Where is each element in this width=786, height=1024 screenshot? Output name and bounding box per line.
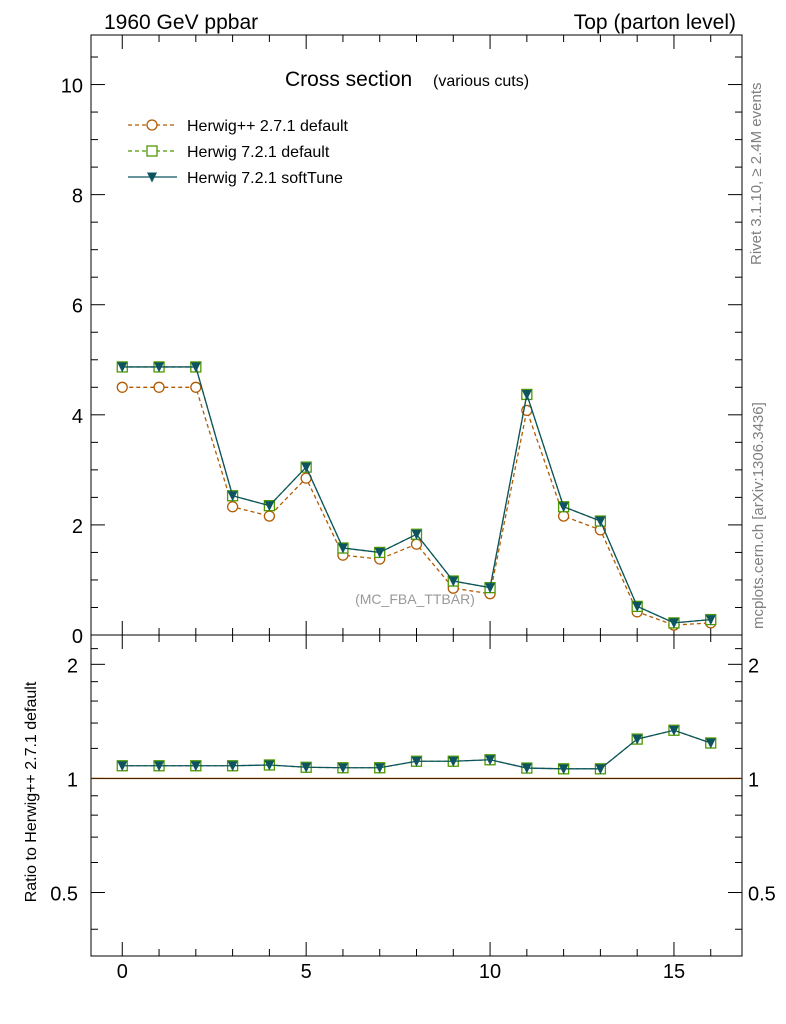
data-point-triangle <box>558 764 569 775</box>
rivet-version-label: Rivet 3.1.10, ≥ 2.4M events <box>748 83 765 266</box>
legend-label: Herwig 7.2.1 default <box>187 144 330 161</box>
analysis-watermark: (MC_FBA_TTBAR) <box>355 591 475 607</box>
ratio-plot-frame <box>90 634 743 957</box>
data-point-triangle <box>632 734 643 745</box>
main-axis-ticks: 0 2 4 6 8 10 <box>61 35 742 648</box>
data-point-triangle <box>154 761 165 772</box>
data-point-triangle <box>374 763 385 774</box>
series-line <box>122 366 711 624</box>
data-point-triangle <box>147 172 157 183</box>
x-tick-label: 5 <box>301 961 312 983</box>
mcplots-reference-label: mcplots.cern.ch [arXiv:1306.3436] <box>750 402 767 629</box>
data-point-triangle <box>337 763 348 774</box>
x-tick-label: 15 <box>663 961 685 983</box>
data-point-triangle <box>668 618 679 629</box>
data-point-circle <box>410 538 423 550</box>
data-point-triangle <box>595 516 606 527</box>
ratio-y-tick-label-right: 1 <box>748 769 759 791</box>
data-point-triangle <box>264 501 275 512</box>
energy-label: 1960 GeV ppbar <box>104 11 258 34</box>
x-tick-label: 0 <box>117 961 128 983</box>
data-point-circle <box>226 501 239 513</box>
series-line <box>122 366 711 624</box>
data-point-circle <box>190 381 202 393</box>
data-point-triangle <box>448 756 459 767</box>
data-point-triangle <box>595 764 606 775</box>
series-line <box>122 386 711 626</box>
ratio-y-tick-label-right: 0.5 <box>748 884 776 906</box>
ratio-axis-ticks: 0.5 0.5 1 1 2 2 0 5 10 15 <box>50 635 776 983</box>
data-point-triangle <box>668 725 679 736</box>
y-tick-label: 2 <box>72 516 83 538</box>
data-point-triangle <box>705 615 716 626</box>
y-tick-label: 10 <box>61 76 83 98</box>
data-point-circle <box>146 119 158 131</box>
data-point-triangle <box>227 491 238 502</box>
y-tick-label: 4 <box>72 406 83 428</box>
ratio-y-tick-label-left: 1 <box>67 769 78 791</box>
ratio-y-tick-label-right: 2 <box>748 655 759 677</box>
main-series-layer <box>116 361 717 631</box>
data-point-triangle <box>485 583 496 594</box>
data-point-circle <box>153 381 165 393</box>
x-tick-label: 10 <box>479 961 501 983</box>
data-point-square <box>146 145 158 157</box>
data-point-triangle <box>485 755 496 766</box>
data-point-triangle <box>190 362 201 373</box>
data-point-triangle <box>227 761 238 772</box>
y-tick-label: 8 <box>72 186 83 208</box>
ratio-y-tick-label-left: 2 <box>67 655 78 677</box>
data-point-circle <box>263 510 276 522</box>
data-point-triangle <box>448 576 459 587</box>
y-tick-label: 0 <box>72 626 83 648</box>
data-point-triangle <box>705 738 716 749</box>
data-point-triangle <box>301 462 312 473</box>
data-point-triangle <box>558 502 569 513</box>
data-point-triangle <box>632 601 643 612</box>
data-point-triangle <box>154 362 165 373</box>
legend-label: Herwig 7.2.1 softTune <box>187 170 343 187</box>
legend: Herwig++ 2.7.1 default Herwig 7.2.1 defau… <box>128 118 349 187</box>
data-point-triangle <box>374 547 385 558</box>
ratio-y-axis-label: Ratio to Herwig++ 2.7.1 default <box>23 681 40 902</box>
data-point-triangle <box>521 763 532 774</box>
data-point-triangle <box>190 761 201 772</box>
data-point-triangle <box>301 762 312 773</box>
data-point-triangle <box>521 389 532 400</box>
ratio-series-layer <box>91 724 742 780</box>
plot-subtitle: (various cuts) <box>433 73 529 90</box>
data-point-triangle <box>117 761 128 772</box>
y-tick-label: 6 <box>72 296 83 318</box>
data-point-triangle <box>411 756 422 767</box>
data-point-triangle <box>117 362 128 373</box>
process-label: Top (parton level) <box>574 11 736 34</box>
data-point-triangle <box>337 543 348 554</box>
data-point-circle <box>557 510 570 522</box>
data-point-triangle <box>264 760 275 771</box>
data-point-circle <box>116 381 128 393</box>
ratio-y-tick-label-left: 0.5 <box>50 884 78 906</box>
legend-label: Herwig++ 2.7.1 default <box>187 118 349 135</box>
data-point-triangle <box>411 529 422 540</box>
plot-title: Cross section <box>285 68 412 91</box>
